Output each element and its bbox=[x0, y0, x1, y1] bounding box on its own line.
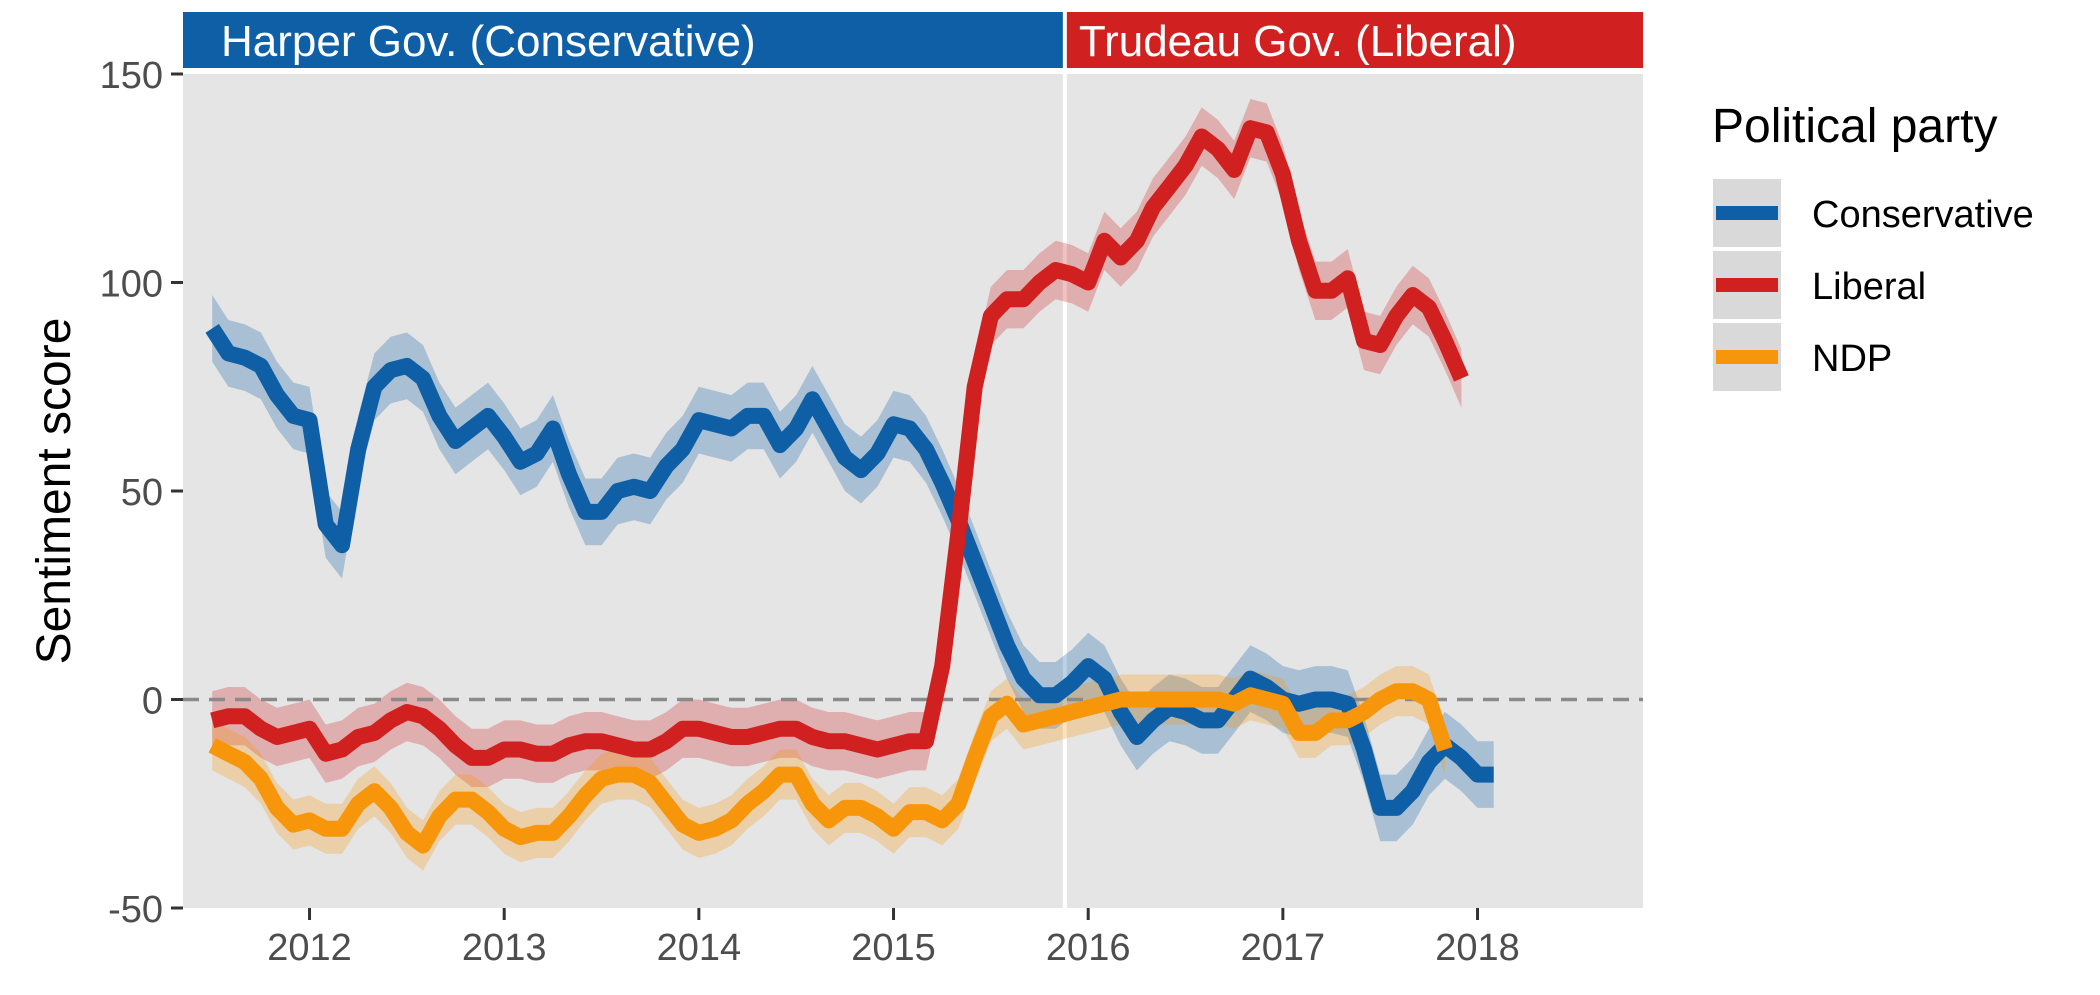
y-tick-label: -50 bbox=[108, 889, 163, 931]
x-tick-label: 2014 bbox=[657, 927, 742, 969]
x-tick-label: 2012 bbox=[267, 927, 352, 969]
y-tick-label: 50 bbox=[121, 472, 163, 514]
y-tick-label: 0 bbox=[142, 681, 163, 723]
legend-swatch-liberal bbox=[1716, 278, 1778, 292]
x-tick-label: 2013 bbox=[462, 927, 547, 969]
legend-label-conservative: Conservative bbox=[1812, 194, 2034, 236]
legend-label-liberal: Liberal bbox=[1812, 266, 1926, 308]
y-axis-title: Sentiment score bbox=[28, 318, 81, 665]
panel-divider bbox=[1063, 12, 1067, 908]
legend-swatch-conservative bbox=[1716, 206, 1778, 220]
legend-title: Political party bbox=[1712, 100, 1997, 153]
y-tick-label: 100 bbox=[100, 264, 163, 306]
panel-strip-label-2: Trudeau Gov. (Liberal) bbox=[1079, 17, 1517, 66]
government-divider bbox=[1063, 12, 1067, 908]
y-tick-label: 150 bbox=[100, 55, 163, 97]
x-tick-label: 2018 bbox=[1435, 927, 1520, 969]
legend-label-ndp: NDP bbox=[1812, 338, 1892, 380]
legend-swatch-ndp bbox=[1716, 350, 1778, 364]
x-tick-label: 2016 bbox=[1046, 927, 1131, 969]
panel-strip-label-1: Harper Gov. (Conservative) bbox=[221, 17, 756, 66]
x-tick-label: 2017 bbox=[1241, 927, 1326, 969]
x-tick-label: 2015 bbox=[851, 927, 936, 969]
panel-strips: Harper Gov. (Conservative) Trudeau Gov. (… bbox=[183, 12, 1643, 68]
